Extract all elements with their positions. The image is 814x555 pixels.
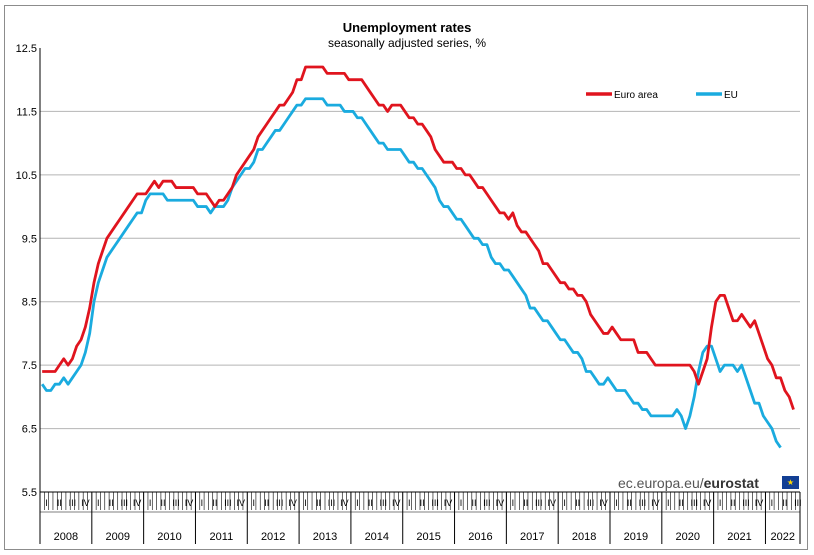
x-quarter-label: I	[149, 498, 152, 508]
x-quarter-label: IV	[651, 498, 660, 508]
x-quarter-label: IV	[703, 498, 712, 508]
x-year-label: 2019	[624, 531, 648, 543]
x-quarter-label: IV	[599, 498, 608, 508]
y-tick-label: 11.5	[16, 106, 37, 118]
x-quarter-label: IV	[755, 498, 764, 508]
x-quarter-label: III	[690, 498, 698, 508]
x-quarter-label: III	[587, 498, 595, 508]
x-quarter-label: I	[201, 498, 204, 508]
x-quarter-label: I	[771, 498, 774, 508]
x-quarter-label: IV	[133, 498, 142, 508]
x-quarter-label: III	[794, 498, 802, 508]
y-tick-label: 6.5	[22, 424, 37, 436]
x-quarter-label: IV	[392, 498, 401, 508]
x-quarter-label: I	[356, 498, 359, 508]
y-tick-label: 5.5	[22, 487, 37, 499]
x-quarter-label: I	[667, 498, 670, 508]
x-quarter-label: IV	[81, 498, 90, 508]
axes: 12.511.510.59.58.57.56.55.5I II III IV I II II…	[16, 43, 802, 544]
legend-label-eu: EU	[724, 90, 738, 101]
x-quarter-label: II	[57, 498, 62, 508]
x-quarter-label: III	[535, 498, 543, 508]
x-year-label: 2010	[157, 531, 181, 543]
x-year-label: 2008	[54, 531, 78, 543]
x-quarter-label: III	[224, 498, 232, 508]
series-lines	[41, 65, 795, 449]
x-year-label: 2021	[727, 531, 751, 543]
series-line-eu	[41, 97, 782, 449]
x-year-label: 2018	[572, 531, 596, 543]
gridlines	[40, 110, 800, 430]
x-quarter-label: III	[431, 498, 439, 508]
x-quarter-label: I	[252, 498, 255, 508]
x-quarter-label: II	[627, 498, 632, 508]
x-quarter-label: IV	[496, 498, 505, 508]
x-quarter-label: II	[161, 498, 166, 508]
x-quarter-label: I	[615, 498, 618, 508]
x-quarter-label: III	[120, 498, 128, 508]
y-tick-label: 7.5	[22, 360, 37, 372]
x-year-label: 2013	[313, 531, 337, 543]
x-quarter-label: III	[328, 498, 336, 508]
x-quarter-label: I	[408, 498, 411, 508]
chart-title: Unemployment rates	[342, 20, 472, 35]
x-quarter-label: I	[304, 498, 307, 508]
x-quarter-label: I	[512, 498, 515, 508]
x-quarter-label: IV	[288, 498, 297, 508]
eu-flag-icon: ★	[782, 476, 799, 489]
x-quarter-label: II	[782, 498, 787, 508]
x-quarter-label: III	[483, 498, 491, 508]
x-quarter-label: IV	[237, 498, 246, 508]
x-quarter-label: I	[719, 498, 722, 508]
x-year-label: 2020	[675, 531, 699, 543]
brand-name: eurostat	[703, 475, 759, 491]
x-quarter-label: I	[45, 498, 48, 508]
x-quarter-label: III	[742, 498, 750, 508]
x-quarter-label: II	[109, 498, 114, 508]
x-quarter-label: II	[679, 498, 684, 508]
x-year-label: 2011	[210, 531, 234, 543]
x-quarter-label: II	[212, 498, 217, 508]
x-quarter-label: IV	[185, 498, 194, 508]
y-tick-label: 8.5	[22, 297, 37, 309]
x-quarter-label: III	[276, 498, 284, 508]
eurostat-brand: ec.europa.eu/eurostat	[618, 475, 759, 491]
x-quarter-label: II	[264, 498, 269, 508]
x-quarter-label: I	[460, 498, 463, 508]
x-quarter-label: II	[523, 498, 528, 508]
x-year-label: 2022	[770, 531, 794, 543]
legend-label-euro-area: Euro area	[614, 90, 658, 101]
x-quarter-label: II	[471, 498, 476, 508]
x-quarter-label: II	[575, 498, 580, 508]
x-quarter-label: IV	[547, 498, 556, 508]
brand-url: ec.europa.eu/	[618, 475, 704, 491]
chart-frame	[4, 5, 808, 550]
x-quarter-label: II	[316, 498, 321, 508]
x-quarter-label: III	[380, 498, 388, 508]
x-quarter-label: IV	[340, 498, 349, 508]
x-year-label: 2015	[416, 531, 440, 543]
x-quarter-label: I	[97, 498, 100, 508]
y-tick-label: 9.5	[22, 233, 37, 245]
x-year-label: 2012	[261, 531, 285, 543]
x-quarter-label: II	[368, 498, 373, 508]
x-year-label: 2014	[365, 531, 389, 543]
x-year-label: 2017	[520, 531, 544, 543]
legend: Euro area EU	[586, 90, 738, 101]
y-tick-label: 12.5	[16, 43, 37, 55]
chart-subtitle: seasonally adjusted series, %	[327, 36, 487, 50]
x-quarter-label: III	[172, 498, 180, 508]
series-line-euro-area	[42, 65, 795, 410]
y-tick-label: 10.5	[16, 170, 37, 182]
x-year-label: 2009	[105, 531, 129, 543]
x-quarter-label: II	[731, 498, 736, 508]
x-quarter-label: III	[69, 498, 77, 508]
x-quarter-label: IV	[444, 498, 453, 508]
x-quarter-label: III	[639, 498, 647, 508]
x-year-label: 2016	[468, 531, 492, 543]
x-quarter-label: II	[420, 498, 425, 508]
x-quarter-label: I	[563, 498, 566, 508]
flag-stars: ★	[786, 478, 795, 487]
